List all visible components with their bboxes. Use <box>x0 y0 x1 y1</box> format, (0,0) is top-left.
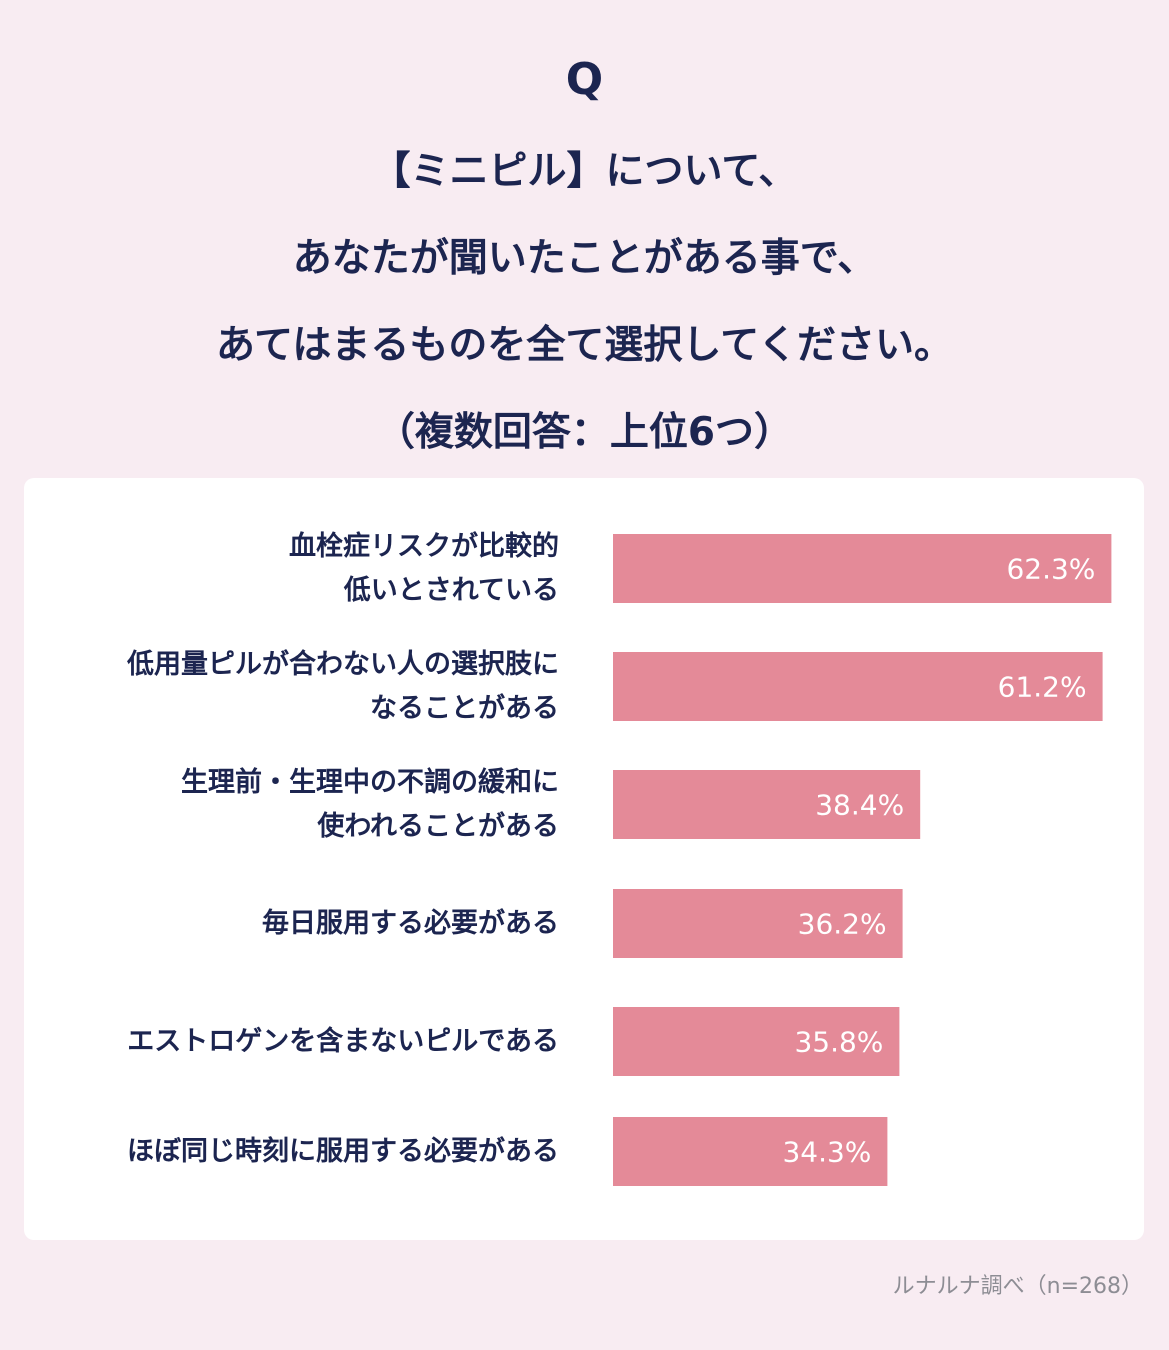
category-label-line: 使われることがある <box>317 810 559 842</box>
category-label-3: 生理前・生理中の不調の緩和に使われることがある <box>181 761 559 849</box>
bar-1 <box>613 534 1112 603</box>
bar-4 <box>613 889 903 958</box>
category-label-6: ほぼ同じ時刻に服用する必要がある <box>127 1130 559 1174</box>
chart-card: 血栓症リスクが比較的低いとされている低用量ピルが合わない人の選択肢になることがあ… <box>24 478 1144 1240</box>
question-text: 【ミニピル】について、 あなたが聞いたことがある事で、 あてはまるものを全て選択… <box>0 128 1169 476</box>
bar-value-label-5: 35.8% <box>794 1026 883 1059</box>
bar-value-label-3: 38.4% <box>815 789 904 822</box>
category-label-line: なることがある <box>370 692 559 724</box>
category-label-line: 毎日服用する必要がある <box>262 907 559 939</box>
category-label-line: 低用量ピルが合わない人の選択肢に <box>127 648 559 680</box>
bar-chart: 62.3% 61.2% 38.4% 36.2% 35.8% 34.3% <box>613 534 1112 1186</box>
bar-value-label-1: 62.3% <box>1006 553 1095 586</box>
bar-5 <box>613 1007 900 1076</box>
category-label-2: 低用量ピルが合わない人の選択肢になることがある <box>127 643 559 731</box>
bar-value-label-4: 36.2% <box>798 908 887 941</box>
category-label-4: 毎日服用する必要がある <box>262 902 559 946</box>
bar-value-label-6: 34.3% <box>782 1136 871 1169</box>
category-label-line: ほぼ同じ時刻に服用する必要がある <box>127 1135 559 1167</box>
category-label-line: エストロゲンを含まないピルである <box>127 1025 559 1057</box>
question-line-4: （複数回答：上位6つ） <box>375 410 794 455</box>
question-line-1: 【ミニピル】について、 <box>371 149 798 194</box>
question-line-3: あてはまるものを全て選択してください。 <box>215 323 954 368</box>
bar-6 <box>613 1117 888 1186</box>
category-label-line: 生理前・生理中の不調の緩和に <box>181 766 559 798</box>
bar-3 <box>613 770 921 839</box>
source-note: ルナルナ調べ（n=268） <box>892 1274 1143 1299</box>
question-mark: Q <box>565 54 604 105</box>
category-label-line: 低いとされている <box>343 574 559 606</box>
category-label-5: エストロゲンを含まないピルである <box>127 1020 559 1064</box>
category-label-1: 血栓症リスクが比較的低いとされている <box>289 525 559 613</box>
bar-2 <box>613 652 1103 721</box>
category-label-line: 血栓症リスクが比較的 <box>289 530 559 562</box>
bar-value-label-2: 61.2% <box>998 671 1087 704</box>
question-line-2: あなたが聞いたことがある事で、 <box>292 236 877 281</box>
